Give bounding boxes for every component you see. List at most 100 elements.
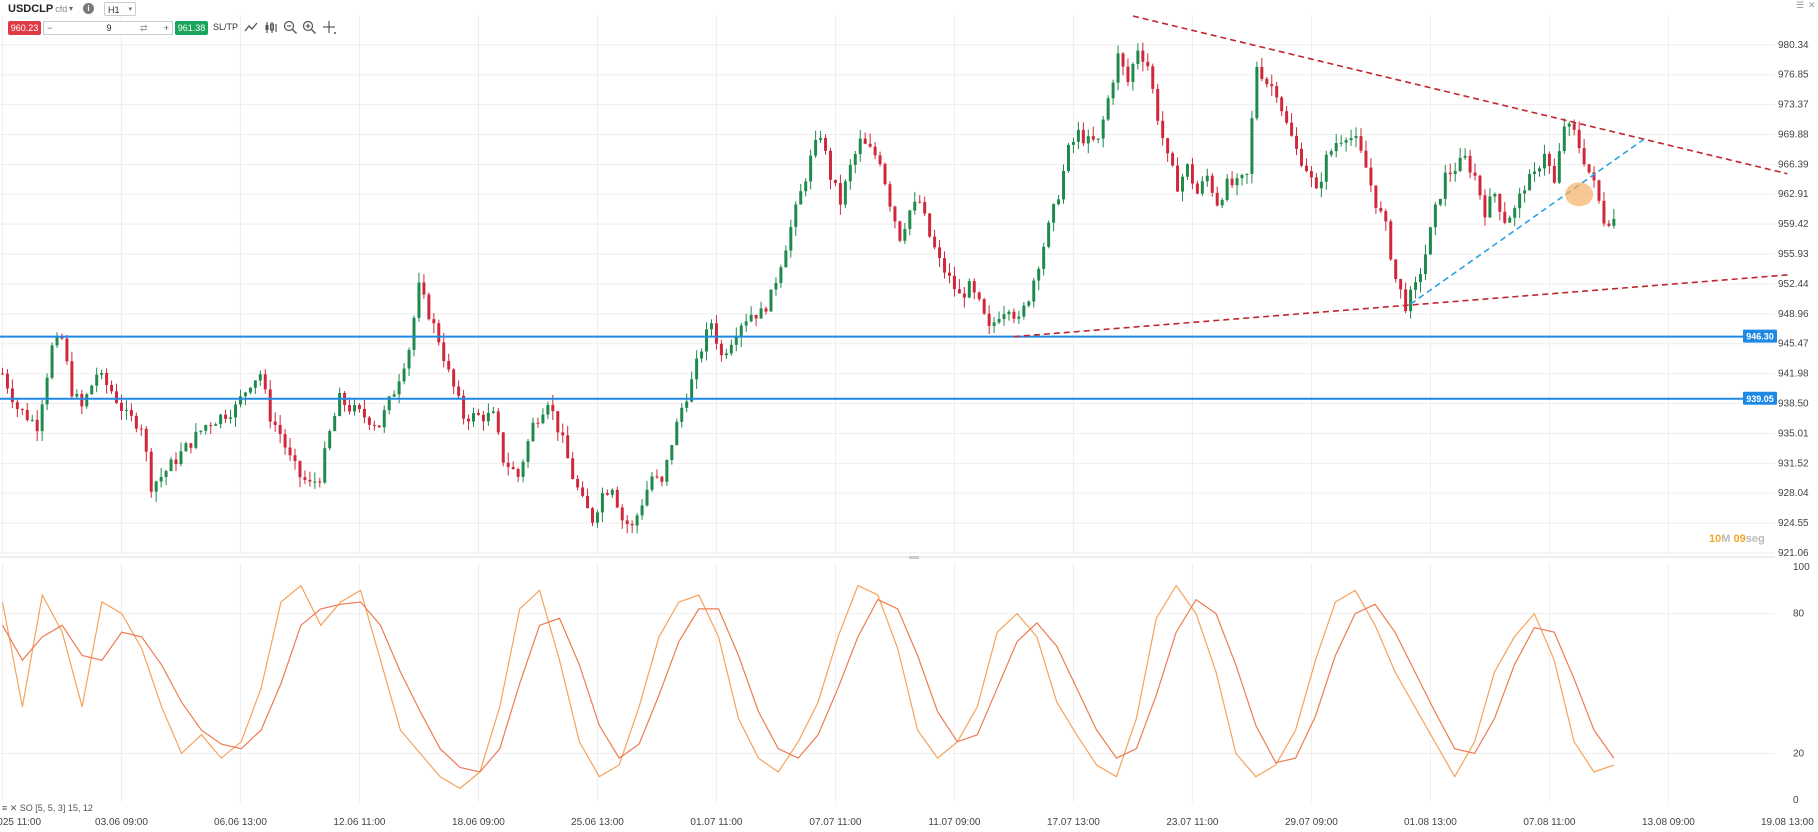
trendline-rising-support bbox=[1410, 138, 1645, 305]
candle bbox=[531, 422, 535, 442]
price-tick-label: 931.52 bbox=[1778, 458, 1809, 469]
symbol-selector[interactable]: USDCLP cfd bbox=[8, 3, 67, 15]
zoom-out-icon[interactable] bbox=[283, 20, 298, 35]
candle bbox=[40, 404, 44, 432]
candle bbox=[744, 321, 748, 326]
candle bbox=[501, 432, 505, 463]
price-tick-label: 955.93 bbox=[1778, 249, 1809, 260]
candle bbox=[1453, 171, 1457, 175]
candle bbox=[1354, 136, 1358, 139]
crosshair-icon[interactable] bbox=[322, 20, 337, 35]
candle bbox=[685, 401, 689, 408]
candle bbox=[1285, 111, 1289, 123]
chevron-down-icon[interactable]: ▾ bbox=[69, 4, 74, 13]
candle bbox=[179, 451, 183, 464]
candle bbox=[1250, 118, 1254, 174]
price-tick-label: 966.39 bbox=[1778, 159, 1809, 170]
candle bbox=[833, 179, 837, 184]
indicator-label[interactable]: ≡ ✕ SO [5, 5, 3] 15, 12 bbox=[2, 803, 93, 814]
trendline-resistance bbox=[1132, 15, 1788, 175]
candle bbox=[288, 447, 292, 456]
candle bbox=[457, 386, 461, 396]
candle bbox=[367, 417, 371, 425]
info-icon[interactable]: i bbox=[83, 3, 94, 14]
indicators-icon[interactable] bbox=[264, 20, 279, 35]
candle bbox=[1448, 172, 1452, 175]
quantity-stepper[interactable]: − 9 ⇄ + bbox=[43, 21, 173, 35]
candle bbox=[189, 443, 193, 448]
settings-icon[interactable]: ☰ bbox=[1796, 0, 1805, 10]
candle bbox=[918, 201, 922, 203]
price-tick-label: 921.06 bbox=[1778, 548, 1809, 559]
candle bbox=[858, 138, 862, 155]
candle bbox=[1423, 254, 1427, 275]
candle bbox=[1374, 185, 1378, 208]
candle bbox=[809, 155, 813, 182]
candle bbox=[1503, 211, 1507, 223]
candle bbox=[432, 319, 436, 324]
candle bbox=[496, 411, 500, 433]
zoom-in-icon[interactable] bbox=[302, 20, 317, 35]
candle bbox=[15, 402, 19, 410]
close-icon[interactable]: ✕ bbox=[1808, 0, 1816, 10]
candle bbox=[536, 422, 540, 424]
candle bbox=[1344, 140, 1348, 143]
time-tick-label: 17.07 13:00 bbox=[1047, 817, 1100, 828]
candle bbox=[843, 181, 847, 205]
candle bbox=[377, 425, 381, 428]
candle bbox=[1290, 122, 1294, 136]
candle bbox=[422, 282, 426, 295]
increase-button[interactable]: + bbox=[163, 23, 169, 33]
decrease-button[interactable]: − bbox=[47, 23, 53, 33]
candle bbox=[105, 372, 109, 385]
sltp-button[interactable]: SL/TP bbox=[213, 22, 239, 32]
menu-icon[interactable]: ≡ ✕ bbox=[2, 803, 20, 813]
candle bbox=[10, 388, 14, 403]
candle bbox=[1518, 193, 1522, 209]
candle bbox=[437, 323, 441, 343]
candle bbox=[630, 524, 634, 526]
candle bbox=[1265, 78, 1269, 85]
candle bbox=[972, 281, 976, 293]
candle bbox=[25, 409, 29, 420]
candle bbox=[1463, 155, 1467, 158]
candle bbox=[412, 317, 416, 350]
timeframe-select[interactable]: H1 ▾ bbox=[104, 2, 136, 16]
candle bbox=[174, 459, 178, 464]
candle bbox=[1473, 172, 1477, 176]
candle bbox=[690, 379, 694, 402]
candle bbox=[1523, 190, 1527, 194]
trade-toolbar: USDCLP cfd ▾ i H1 ▾ 960.23 − 9 ⇄ + 961.38 … bbox=[0, 0, 420, 40]
price-tick-label: 973.37 bbox=[1778, 100, 1809, 111]
candle bbox=[1270, 84, 1274, 87]
candle bbox=[1300, 148, 1303, 166]
candle bbox=[660, 476, 664, 482]
candle bbox=[1091, 136, 1095, 140]
buy-button[interactable]: 961.38 bbox=[175, 21, 208, 35]
candle bbox=[214, 424, 218, 426]
trendlines[interactable] bbox=[1013, 15, 1788, 338]
swap-icon[interactable]: ⇄ bbox=[140, 23, 148, 33]
sell-button[interactable]: 960.23 bbox=[8, 21, 41, 35]
candle bbox=[90, 385, 94, 395]
quantity-input[interactable]: 9 bbox=[106, 23, 112, 33]
candle bbox=[184, 443, 188, 452]
candle bbox=[759, 308, 763, 319]
candle bbox=[1230, 178, 1234, 186]
candle bbox=[1314, 177, 1318, 189]
candle bbox=[943, 258, 947, 273]
candle bbox=[382, 410, 386, 428]
candle bbox=[1126, 66, 1130, 82]
price-levels[interactable]: 946.30 939.05 bbox=[0, 329, 1777, 405]
candle bbox=[1166, 138, 1170, 154]
time-tick-label: 01.08 13:00 bbox=[1404, 817, 1457, 828]
candle bbox=[119, 402, 123, 411]
candle bbox=[903, 229, 907, 241]
candle bbox=[615, 489, 619, 508]
line-chart-icon[interactable] bbox=[244, 20, 259, 35]
candle bbox=[486, 412, 490, 422]
candle bbox=[1577, 129, 1581, 149]
candle bbox=[75, 393, 79, 397]
pane-resize-handle[interactable] bbox=[909, 556, 919, 559]
